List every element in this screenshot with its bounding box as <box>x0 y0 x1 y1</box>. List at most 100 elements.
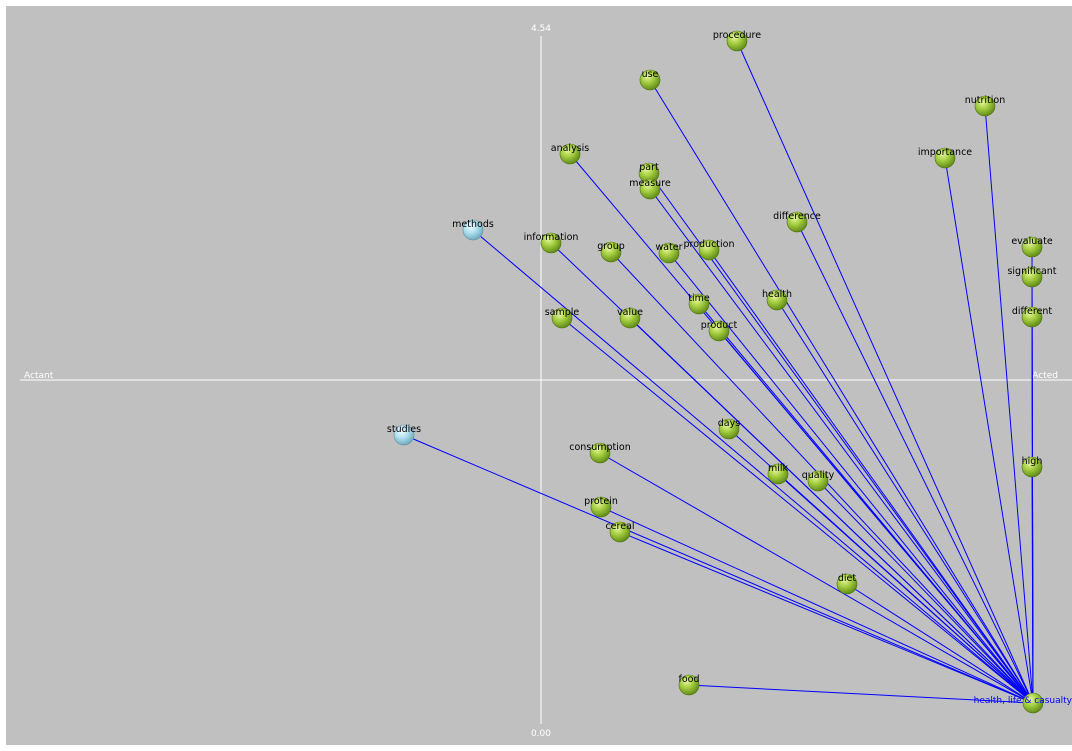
node-difference[interactable]: difference <box>773 211 821 233</box>
node-water[interactable]: water <box>655 242 683 264</box>
node-sphere-methods[interactable] <box>462 219 484 241</box>
node-sphere-difference[interactable] <box>786 211 808 233</box>
node-label-diet: diet <box>838 573 857 584</box>
node-sphere-production[interactable] <box>698 239 720 261</box>
node-high[interactable]: high <box>1021 456 1043 478</box>
center-node-sphere[interactable] <box>1022 692 1044 714</box>
node-label-time: time <box>688 293 710 304</box>
node-label-days: days <box>718 418 740 429</box>
node-sphere-diet[interactable] <box>836 573 858 595</box>
edge-sample <box>561 317 1034 704</box>
node-sphere-nutrition[interactable] <box>974 95 996 117</box>
node-label-use: use <box>642 69 659 80</box>
node-food[interactable]: food <box>678 674 700 696</box>
node-label-group: group <box>597 241 625 252</box>
edge-importance <box>944 157 1034 704</box>
node-sphere-days[interactable] <box>718 418 740 440</box>
node-diet[interactable]: diet <box>836 573 858 595</box>
node-label-evaluate: evaluate <box>1011 236 1052 247</box>
edge-procedure <box>736 40 1034 704</box>
node-label-difference: difference <box>773 211 821 222</box>
plot-background <box>6 6 1072 745</box>
node-label-part: part <box>639 162 659 173</box>
edge-use <box>649 79 1034 704</box>
node-group[interactable]: group <box>597 241 625 263</box>
node-label-significant: significant <box>1007 266 1056 277</box>
axis-label-top: 4.54 <box>531 24 551 34</box>
edge-high <box>1031 466 1034 704</box>
node-sample[interactable]: sample <box>545 307 580 329</box>
node-milk[interactable]: milk <box>767 463 789 485</box>
node-label-product: product <box>701 320 738 331</box>
node-label-cereal: cereal <box>605 521 634 532</box>
node-sphere-product[interactable] <box>708 320 730 342</box>
node-studies[interactable]: studies <box>387 424 421 446</box>
node-sphere-group[interactable] <box>600 241 622 263</box>
node-methods[interactable]: methods <box>452 219 494 241</box>
axis-label-bottom: 0.00 <box>531 729 551 739</box>
node-sphere-evaluate[interactable] <box>1021 236 1043 258</box>
axis-label-acted: Acted <box>1032 371 1058 381</box>
node-sphere-importance[interactable] <box>934 147 956 169</box>
node-sphere-information[interactable] <box>540 232 562 254</box>
node-label-importance: importance <box>918 147 972 158</box>
node-label-value: value <box>617 307 643 318</box>
node-different[interactable]: different <box>1012 306 1053 328</box>
node-sphere-value[interactable] <box>619 307 641 329</box>
node-label-procedure: procedure <box>713 30 761 41</box>
node-sphere-procedure[interactable] <box>726 30 748 52</box>
node-health[interactable]: health <box>762 289 792 311</box>
node-sphere-different[interactable] <box>1021 306 1043 328</box>
node-sphere-sample[interactable] <box>551 307 573 329</box>
node-procedure[interactable]: procedure <box>713 30 761 52</box>
node-sphere-time[interactable] <box>688 293 710 315</box>
node-protein[interactable]: protein <box>584 496 618 518</box>
node-sphere-milk[interactable] <box>767 463 789 485</box>
node-nutrition[interactable]: nutrition <box>965 95 1006 117</box>
node-importance[interactable]: importance <box>918 147 972 169</box>
axis-label-actant: Actant <box>24 371 54 381</box>
node-sphere-cereal[interactable] <box>609 521 631 543</box>
node-cereal[interactable]: cereal <box>605 521 635 543</box>
node-sphere-studies[interactable] <box>393 424 415 446</box>
node-sphere-use[interactable] <box>639 69 661 91</box>
node-label-analysis: analysis <box>551 143 590 154</box>
node-use[interactable]: use <box>639 69 661 91</box>
node-sphere-analysis[interactable] <box>559 143 581 165</box>
node-sphere-protein[interactable] <box>590 496 612 518</box>
node-consumption[interactable]: consumption <box>569 442 631 464</box>
center-node[interactable]: health, life & casualty <box>974 692 1072 714</box>
node-significant[interactable]: significant <box>1007 266 1057 288</box>
node-label-milk: milk <box>768 463 789 474</box>
node-sphere-water[interactable] <box>658 242 680 264</box>
node-measure[interactable]: measure <box>629 178 671 200</box>
node-label-studies: studies <box>387 424 421 435</box>
node-sphere-measure[interactable] <box>639 178 661 200</box>
node-sphere-high[interactable] <box>1021 456 1043 478</box>
node-time[interactable]: time <box>688 293 710 315</box>
node-sphere-significant[interactable] <box>1021 266 1043 288</box>
node-label-information: information <box>524 232 579 243</box>
node-sphere-health[interactable] <box>766 289 788 311</box>
node-label-measure: measure <box>629 178 671 189</box>
node-product[interactable]: product <box>701 320 738 342</box>
node-sphere-consumption[interactable] <box>589 442 611 464</box>
node-label-protein: protein <box>584 496 618 507</box>
edge-health <box>776 299 1034 704</box>
node-quality[interactable]: quality <box>802 470 835 492</box>
node-label-food: food <box>679 674 700 685</box>
node-label-high: high <box>1022 456 1043 467</box>
node-information[interactable]: information <box>524 232 579 254</box>
node-sphere-quality[interactable] <box>807 470 829 492</box>
node-label-quality: quality <box>802 470 835 481</box>
edge-milk <box>777 473 1034 704</box>
node-sphere-food[interactable] <box>678 674 700 696</box>
edge-quality <box>817 480 1034 704</box>
node-production[interactable]: production <box>683 239 735 261</box>
node-analysis[interactable]: analysis <box>551 143 590 165</box>
node-evaluate[interactable]: evaluate <box>1011 236 1053 258</box>
node-value[interactable]: value <box>617 307 643 329</box>
node-days[interactable]: days <box>718 418 740 440</box>
node-label-health: health <box>762 289 792 300</box>
